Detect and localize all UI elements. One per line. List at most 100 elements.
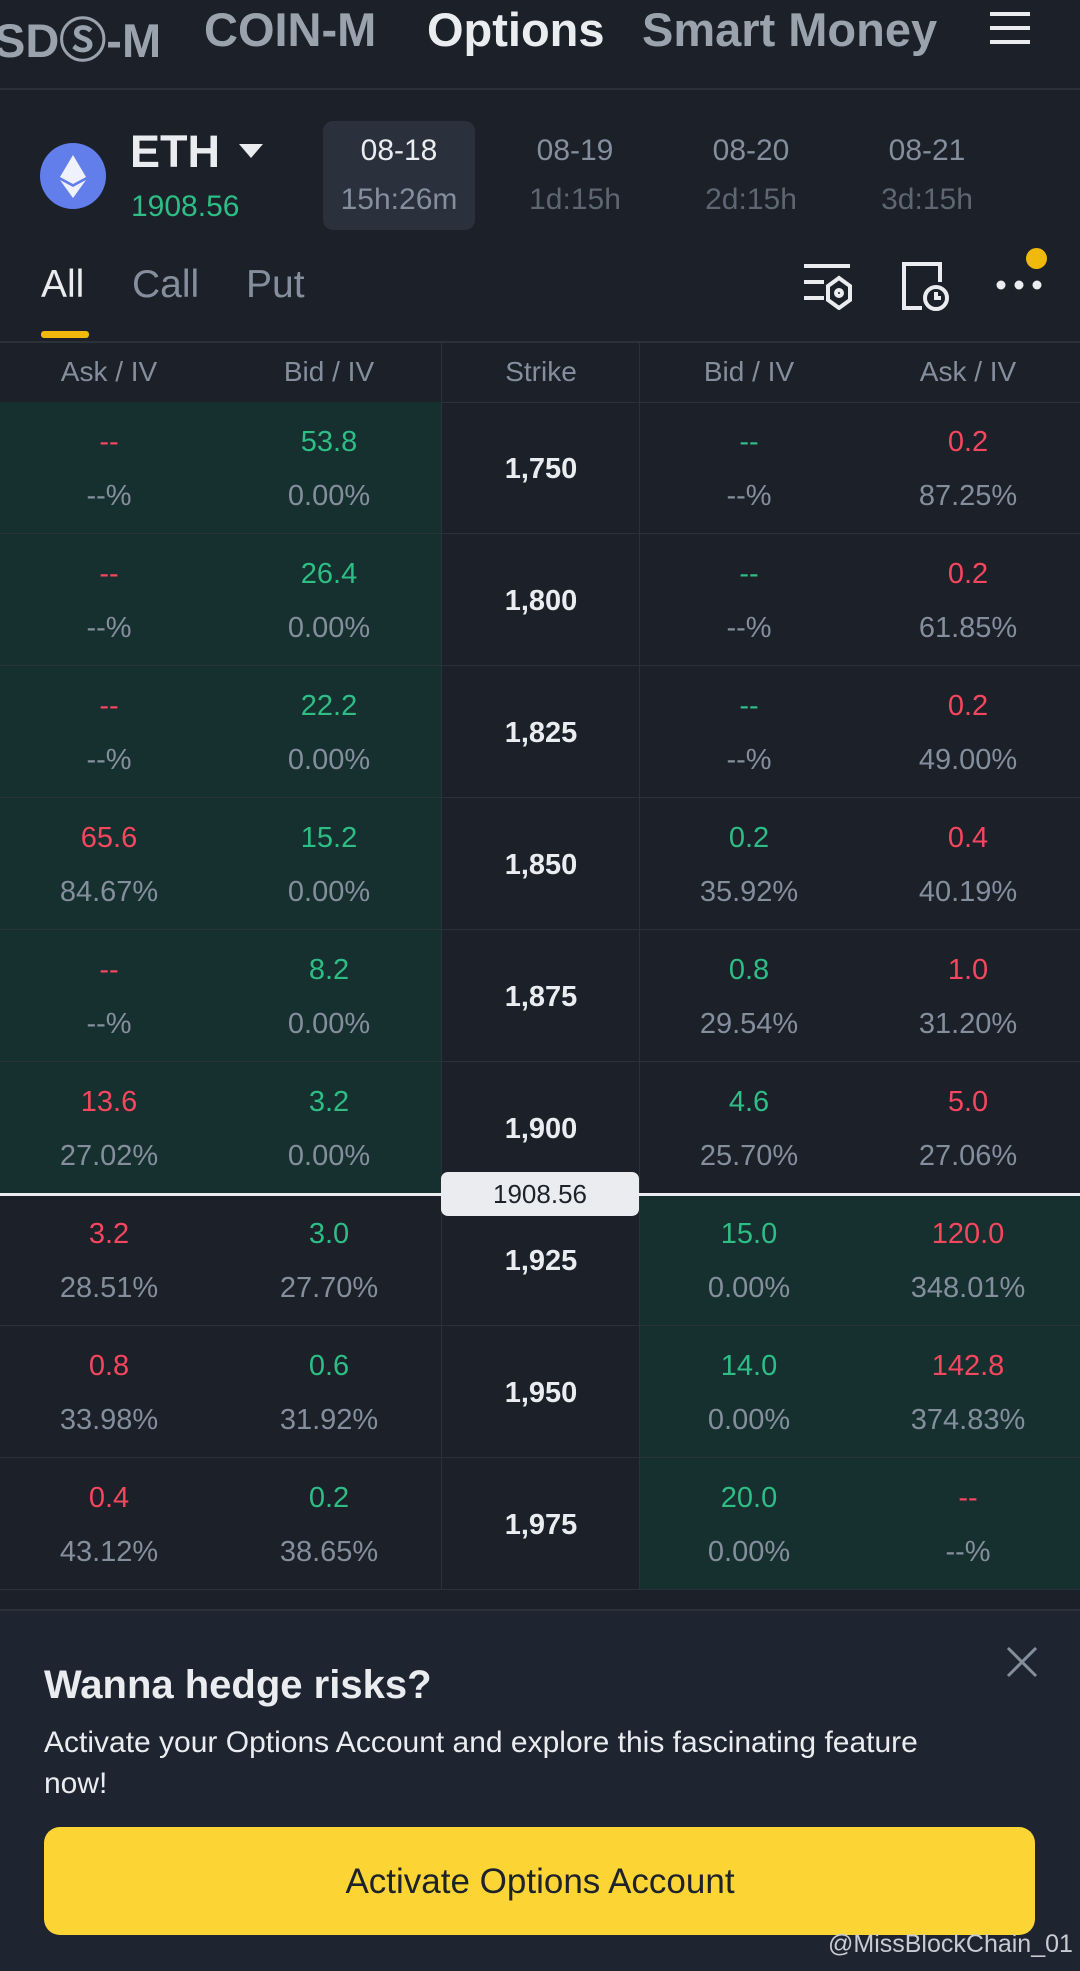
call-ask-iv[interactable]: --%	[86, 1008, 132, 1040]
put-bid[interactable]: 20.0	[720, 1482, 778, 1514]
put-ask[interactable]: 0.2	[947, 558, 989, 590]
call-bid[interactable]: 26.4	[300, 558, 358, 590]
call-ask[interactable]: --	[99, 426, 119, 458]
put-ask[interactable]: --	[958, 1482, 978, 1514]
call-ask[interactable]: --	[99, 690, 119, 722]
close-icon[interactable]	[1006, 1646, 1038, 1678]
put-bid-iv[interactable]: --%	[726, 480, 772, 512]
call-bid[interactable]: 8.2	[308, 954, 350, 986]
row-divider	[0, 797, 1080, 798]
call-ask[interactable]: 0.4	[88, 1482, 130, 1514]
strike: 1,800	[504, 585, 578, 617]
put-ask[interactable]: 1.0	[947, 954, 989, 986]
put-bid[interactable]: 14.0	[720, 1350, 778, 1382]
put-bid-iv[interactable]: --%	[726, 744, 772, 776]
put-ask-iv[interactable]: 27.06%	[918, 1140, 1018, 1172]
filter-tab[interactable]: All	[41, 263, 85, 306]
call-ask[interactable]: --	[99, 954, 119, 986]
put-ask-iv[interactable]: 87.25%	[918, 480, 1018, 512]
call-ask-iv[interactable]: --%	[86, 612, 132, 644]
nav-tab[interactable]: Smart Money	[642, 3, 938, 56]
nav-tab[interactable]: COIN-M	[204, 3, 377, 56]
put-ask[interactable]: 0.2	[947, 426, 989, 458]
call-ask-iv[interactable]: 43.12%	[59, 1536, 159, 1568]
call-bid[interactable]: 0.6	[308, 1350, 350, 1382]
put-bid[interactable]: 4.6	[728, 1086, 770, 1118]
call-bid-iv[interactable]: 38.65%	[279, 1536, 379, 1568]
call-bid-iv[interactable]: 31.92%	[279, 1404, 379, 1436]
expiry-time[interactable]: 15h:26m	[340, 183, 458, 216]
call-ask[interactable]: 0.8	[88, 1350, 130, 1382]
row-divider	[0, 1061, 1080, 1062]
menu-icon[interactable]	[988, 8, 1032, 48]
call-bid-iv[interactable]: 0.00%	[287, 1008, 371, 1040]
nav-tab[interactable]: SDⓈ-M	[0, 14, 162, 67]
nav-tab[interactable]: Options	[427, 3, 605, 56]
call-bid[interactable]: 22.2	[300, 690, 358, 722]
put-ask[interactable]: 0.2	[947, 690, 989, 722]
asset-symbol[interactable]: ETH	[130, 126, 220, 177]
put-bid-iv[interactable]: 0.00%	[707, 1272, 791, 1304]
call-ask-iv[interactable]: --%	[86, 744, 132, 776]
put-ask-iv[interactable]: 348.01%	[910, 1272, 1026, 1304]
put-ask-iv[interactable]: 31.20%	[918, 1008, 1018, 1040]
put-bid-iv[interactable]: --%	[726, 612, 772, 644]
call-bid-iv[interactable]: 0.00%	[287, 744, 371, 776]
put-ask[interactable]: 0.4	[947, 822, 989, 854]
call-bid-iv[interactable]: 0.00%	[287, 612, 371, 644]
call-ask-iv[interactable]: 84.67%	[59, 876, 159, 908]
expiry-date[interactable]: 08-18	[360, 134, 438, 167]
call-ask[interactable]: 3.2	[88, 1218, 130, 1250]
put-bid[interactable]: --	[739, 426, 759, 458]
put-bid[interactable]: 15.0	[720, 1218, 778, 1250]
put-ask-iv[interactable]: 49.00%	[918, 744, 1018, 776]
call-bid[interactable]: 0.2	[308, 1482, 350, 1514]
put-bid[interactable]: 0.8	[728, 954, 770, 986]
call-ask[interactable]: 65.6	[80, 822, 138, 854]
put-ask[interactable]: 5.0	[947, 1086, 989, 1118]
call-bid[interactable]: 15.2	[300, 822, 358, 854]
call-ask-iv[interactable]: --%	[86, 480, 132, 512]
put-bid-iv[interactable]: 0.00%	[707, 1536, 791, 1568]
put-bid-iv[interactable]: 29.54%	[699, 1008, 799, 1040]
put-bid-iv[interactable]: 35.92%	[699, 876, 799, 908]
call-bid-iv[interactable]: 0.00%	[287, 480, 371, 512]
call-bid[interactable]: 53.8	[300, 426, 358, 458]
expiry-date[interactable]: 08-19	[536, 134, 614, 167]
history-icon[interactable]	[900, 260, 950, 312]
put-bid-iv[interactable]: 25.70%	[699, 1140, 799, 1172]
put-ask[interactable]: 120.0	[931, 1218, 1005, 1250]
call-ask-iv[interactable]: 33.98%	[59, 1404, 159, 1436]
put-bid-iv[interactable]: 0.00%	[707, 1404, 791, 1436]
expiry-time[interactable]: 3d:15h	[881, 183, 973, 216]
button-label[interactable]: Activate Options Account	[345, 1862, 735, 1901]
put-bid[interactable]: --	[739, 690, 759, 722]
call-ask[interactable]: --	[99, 558, 119, 590]
call-bid-iv[interactable]: 0.00%	[287, 876, 371, 908]
row-divider	[0, 1325, 1080, 1326]
expiry-time[interactable]: 1d:15h	[529, 183, 621, 216]
put-bid[interactable]: 0.2	[728, 822, 770, 854]
dropdown-arrow[interactable]	[238, 142, 264, 160]
put-ask-iv[interactable]: 61.85%	[918, 612, 1018, 644]
call-bid[interactable]: 3.2	[308, 1086, 350, 1118]
activate-button[interactable]	[44, 1827, 1035, 1935]
expiry-date[interactable]: 08-20	[712, 134, 790, 167]
call-ask[interactable]: 13.6	[80, 1086, 138, 1118]
call-bid-iv[interactable]: 0.00%	[287, 1140, 371, 1172]
put-ask-iv[interactable]: 374.83%	[910, 1404, 1026, 1436]
filter-tab[interactable]: Call	[132, 263, 200, 306]
more-icon[interactable]	[994, 270, 1044, 300]
call-ask-iv[interactable]: 27.02%	[59, 1140, 159, 1172]
put-ask-iv[interactable]: 40.19%	[918, 876, 1018, 908]
call-bid-iv[interactable]: 27.70%	[279, 1272, 379, 1304]
filter-tab[interactable]: Put	[246, 263, 305, 306]
put-ask[interactable]: 142.8	[931, 1350, 1005, 1382]
expiry-date[interactable]: 08-21	[888, 134, 966, 167]
call-bid[interactable]: 3.0	[308, 1218, 350, 1250]
filter-icon[interactable]	[802, 262, 852, 310]
put-bid[interactable]: --	[739, 558, 759, 590]
call-ask-iv[interactable]: 28.51%	[59, 1272, 159, 1304]
put-ask-iv[interactable]: --%	[945, 1536, 991, 1568]
expiry-time[interactable]: 2d:15h	[705, 183, 797, 216]
